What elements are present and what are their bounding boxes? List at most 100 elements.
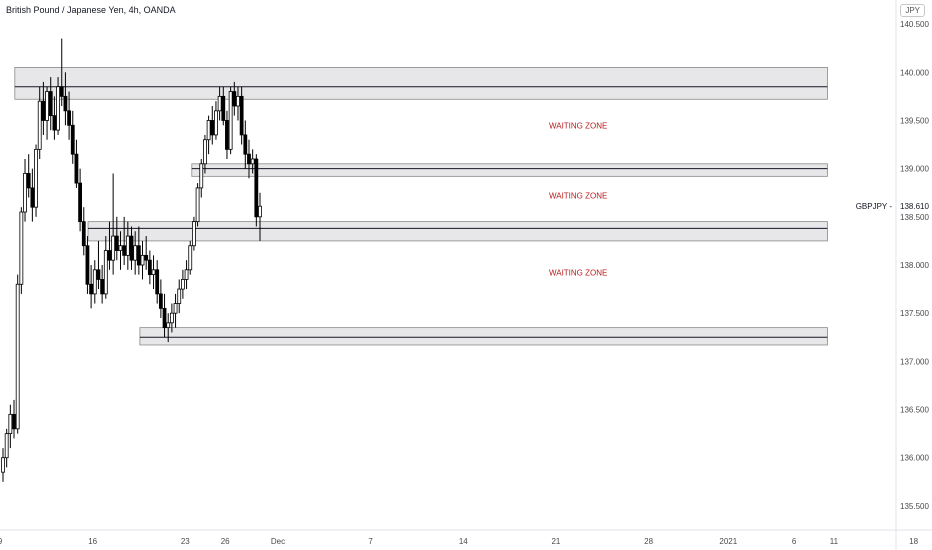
candle-body [19, 211, 24, 285]
candle-body [111, 235, 116, 261]
candle-body [247, 153, 251, 165]
zone-box-1 [14, 67, 828, 100]
candle-body [96, 269, 101, 280]
time-tick-label: 14 [459, 537, 468, 546]
candle-body [199, 163, 204, 189]
candle-body [203, 139, 207, 165]
price-axis: 135.500 136.000 136.500 137.000 137.500 138.0… [895, 0, 929, 550]
candle-body [70, 124, 75, 155]
candle-body [166, 322, 171, 329]
time-tick-label: 6 [792, 537, 797, 546]
zone-box-3 [87, 221, 828, 242]
candle-body [140, 254, 145, 266]
candle-body [173, 303, 178, 314]
candles-layer [1, 38, 262, 482]
price-tick-label: 137.000 [900, 357, 929, 366]
time-tick-label: 23 [181, 537, 190, 546]
waiting-zone-label: WAITING ZONE [549, 192, 607, 201]
candle-body [169, 312, 174, 324]
price-symbol: GBPJPY - [856, 202, 893, 211]
candle-body [107, 250, 112, 261]
candle-body [147, 259, 152, 276]
candle-body [133, 245, 138, 261]
candle-body [103, 250, 108, 295]
price-tick-label: 139.500 [900, 116, 929, 125]
candle-body [195, 187, 200, 223]
price-tick-label: 138.500 [900, 213, 929, 222]
waiting-zone-label: WAITING ZONE [549, 269, 607, 278]
time-tick-label: 18 [909, 537, 918, 546]
time-axis: 9 16 23 26 Dec 7 14 21 28 2021 6 11 18 [0, 529, 932, 546]
candle-body [56, 86, 60, 131]
candle-body [12, 413, 16, 430]
price-tick-label: 139.000 [900, 165, 929, 174]
price-tick-label: 135.500 [900, 502, 929, 511]
candle-body [67, 110, 71, 126]
candle-body [210, 120, 215, 136]
price-tick-label: 140.000 [900, 68, 929, 77]
price-label: GBPJPY - 138.610 [856, 202, 930, 211]
time-tick-label: 26 [221, 537, 230, 546]
time-tick-label: 28 [644, 537, 653, 546]
candle-body [162, 307, 167, 329]
candle-body [118, 245, 123, 251]
candle-body [243, 134, 248, 155]
time-tick-label: 2021 [719, 537, 737, 546]
candle-body [177, 288, 182, 304]
zone-box-4 [139, 327, 828, 346]
candle-body [180, 279, 185, 290]
candle-body [250, 158, 255, 165]
candle-body [144, 254, 149, 261]
candle-body [158, 293, 163, 309]
price-tick-label: 136.500 [900, 406, 929, 415]
candle-body [4, 433, 9, 459]
candle-body [236, 95, 240, 107]
currency-badge[interactable]: JPY [900, 4, 925, 17]
candle-body [63, 95, 68, 112]
candle-body [217, 95, 222, 112]
candle-body [129, 235, 134, 261]
time-tick-label: 21 [551, 537, 560, 546]
candle-body [26, 173, 31, 189]
zone-box-2 [191, 163, 828, 177]
candle-body [45, 91, 49, 121]
candle-body [258, 205, 262, 218]
candle-body [188, 245, 193, 271]
candle-body [81, 221, 86, 247]
candle-body [59, 86, 64, 97]
candle-body [15, 283, 20, 430]
candle-body [225, 120, 229, 150]
candle-body [78, 182, 82, 223]
candle-body [122, 245, 127, 256]
candle-body [52, 115, 57, 131]
price-tick-label: 136.000 [900, 454, 929, 463]
candle-body [184, 269, 189, 280]
candle-body [30, 187, 35, 208]
candle-body [228, 91, 233, 150]
waiting-zone-label: WAITING ZONE [549, 121, 607, 130]
candle-body [41, 100, 46, 121]
price-tick-label: 137.500 [900, 309, 929, 318]
candle-body [192, 221, 196, 247]
candle-body [155, 269, 160, 295]
candle-body [125, 235, 130, 256]
candle-body [114, 235, 119, 251]
candle-body [239, 95, 244, 136]
candle-body [74, 153, 79, 184]
price-tick-label: 140.500 [900, 20, 929, 29]
annotations-layer: WAITING ZONE WAITING ZONE WAITING ZONE [549, 121, 607, 277]
candle-body [206, 120, 211, 141]
candle-body [151, 269, 156, 276]
time-tick-label: 7 [368, 537, 373, 546]
candle-body [1, 457, 5, 473]
candle-body [221, 95, 226, 121]
candle-body [8, 413, 13, 435]
candle-body [37, 100, 42, 150]
time-tick-label: 11 [830, 537, 839, 546]
candle-body [136, 245, 141, 266]
candle-body [85, 245, 90, 285]
candle-body [254, 158, 259, 218]
candle-body [214, 110, 218, 136]
candle-body [48, 91, 53, 117]
